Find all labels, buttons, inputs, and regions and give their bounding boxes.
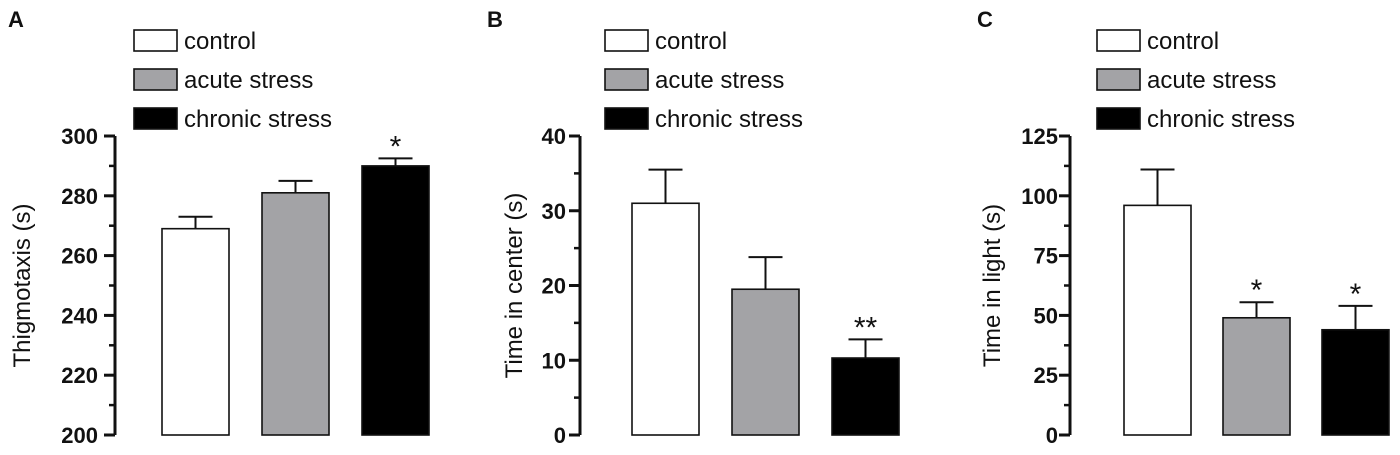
bar-acute-stress (1222, 316, 1291, 436)
significance-marker: * (1350, 278, 1362, 311)
y-tick-label: 10 (542, 348, 566, 373)
bar-control (631, 202, 700, 436)
y-tick-label: 50 (1034, 303, 1058, 328)
legend-swatch-acute-stress (604, 68, 649, 91)
significance-marker: * (390, 130, 402, 163)
legend-label-control: control (1147, 28, 1219, 55)
panel-letter: C (977, 7, 993, 32)
legend-swatch-control (133, 29, 178, 52)
bar-acute-stress (731, 288, 800, 436)
legend-swatch-control (1096, 29, 1141, 52)
y-tick-label: 40 (542, 124, 566, 149)
y-tick-label: 100 (1021, 184, 1058, 209)
y-axis-label: Time in center (s) (501, 193, 528, 379)
legend-label-acute-stress: acute stress (655, 67, 784, 94)
bar-chronic-stress (831, 357, 900, 436)
y-tick-label: 30 (542, 199, 566, 224)
significance-marker: ** (854, 311, 878, 344)
legend-label-acute-stress: acute stress (1147, 67, 1276, 94)
legend-swatch-acute-stress (1096, 68, 1141, 91)
legend-label-control: control (655, 28, 727, 55)
y-tick-label: 25 (1034, 363, 1058, 388)
legend-label-acute-stress: acute stress (184, 67, 313, 94)
panel-letter: B (487, 7, 503, 32)
legend-swatch-chronic-stress (604, 107, 649, 130)
y-tick-label: 0 (554, 423, 566, 448)
bar-acute-stress (261, 192, 330, 436)
bar-control (1123, 204, 1192, 436)
bar-control (161, 227, 230, 436)
y-axis-label: Time in light (s) (979, 204, 1006, 367)
y-tick-label: 280 (61, 184, 98, 209)
legend-label-chronic-stress: chronic stress (1147, 106, 1295, 133)
panel-letter: A (8, 7, 24, 32)
significance-marker: * (1251, 274, 1263, 307)
y-tick-label: 125 (1021, 124, 1058, 149)
y-tick-label: 220 (61, 363, 98, 388)
bar-chronic-stress (1321, 328, 1390, 436)
y-tick-label: 200 (61, 423, 98, 448)
y-tick-label: 0 (1046, 423, 1058, 448)
legend-label-chronic-stress: chronic stress (655, 106, 803, 133)
y-tick-label: 300 (61, 124, 98, 149)
legend-swatch-chronic-stress (1096, 107, 1141, 130)
legend-swatch-chronic-stress (133, 107, 178, 130)
y-axis-label: Thigmotaxis (s) (9, 203, 36, 367)
legend-swatch-control (604, 29, 649, 52)
legend-swatch-acute-stress (133, 68, 178, 91)
y-tick-label: 260 (61, 244, 98, 269)
y-tick-label: 20 (542, 274, 566, 299)
y-tick-label: 240 (61, 303, 98, 328)
legend-label-control: control (184, 28, 256, 55)
y-tick-label: 75 (1034, 244, 1058, 269)
bar-chronic-stress (361, 165, 430, 436)
legend-label-chronic-stress: chronic stress (184, 106, 332, 133)
